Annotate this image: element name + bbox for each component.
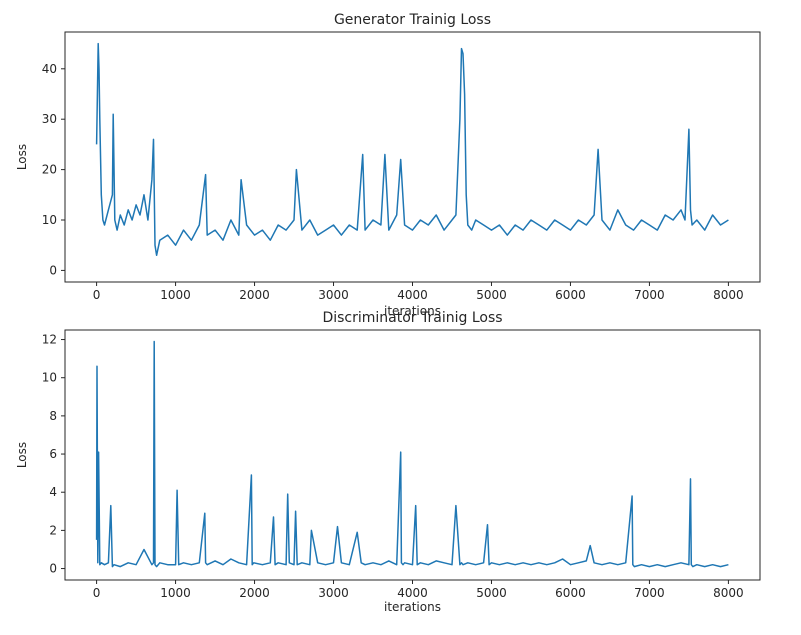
y-tick-label: 0 (49, 263, 57, 277)
y-tick-label: 10 (42, 371, 57, 385)
y-tick-label: 10 (42, 213, 57, 227)
x-tick-label: 6000 (555, 288, 586, 302)
x-tick-label: 3000 (318, 288, 349, 302)
x-tick-label: 2000 (239, 586, 270, 600)
x-tick-label: 7000 (634, 586, 665, 600)
x-tick-label: 3000 (318, 586, 349, 600)
y-axis-label: Loss (15, 442, 29, 468)
x-tick-label: 8000 (713, 586, 744, 600)
x-tick-label: 8000 (713, 288, 744, 302)
chart-title: Generator Trainig Loss (334, 12, 491, 28)
y-tick-label: 12 (42, 333, 57, 347)
y-axis-label: Loss (15, 144, 29, 170)
x-tick-label: 0 (93, 288, 101, 302)
axes-frame (64, 329, 761, 581)
y-tick-label: 30 (42, 112, 57, 126)
y-tick-label: 6 (49, 447, 57, 461)
x-tick-label: 5000 (476, 288, 507, 302)
x-tick-label: 4000 (397, 586, 428, 600)
ticks: 0 1000 2000 3000 4000 5000 6000 7000 8000 0 10 20 30… (42, 62, 744, 302)
x-tick-label: 7000 (634, 288, 665, 302)
loss-series-line (95, 42, 729, 257)
y-tick-label: 8 (49, 409, 57, 423)
generator-loss-panel: Generator Trainig Loss iterations Loss 0… (15, 12, 761, 318)
y-tick-label: 20 (42, 163, 57, 177)
loss-series-line (95, 340, 729, 568)
x-tick-label: 4000 (397, 288, 428, 302)
plot-area (95, 42, 729, 257)
x-tick-label: 0 (93, 586, 101, 600)
x-tick-label: 5000 (476, 586, 507, 600)
x-axis-label: iterations (384, 600, 441, 614)
discriminator-loss-panel: Discriminator Trainig Loss iterations Lo… (15, 310, 761, 614)
x-tick-label: 1000 (160, 288, 191, 302)
x-tick-label: 1000 (160, 586, 191, 600)
y-tick-label: 0 (49, 562, 57, 576)
x-tick-label: 2000 (239, 288, 270, 302)
y-tick-label: 2 (49, 523, 57, 537)
x-tick-label: 6000 (555, 586, 586, 600)
x-axis-label: iterations (384, 304, 441, 318)
chart-title: Discriminator Trainig Loss (322, 310, 502, 326)
plot-area (95, 340, 729, 568)
ticks: 0 1000 2000 3000 4000 5000 6000 7000 8000 0 2 4 6 8 10… (42, 333, 744, 600)
y-tick-label: 40 (42, 62, 57, 76)
y-tick-label: 4 (49, 485, 57, 499)
axes-frame (64, 31, 761, 283)
